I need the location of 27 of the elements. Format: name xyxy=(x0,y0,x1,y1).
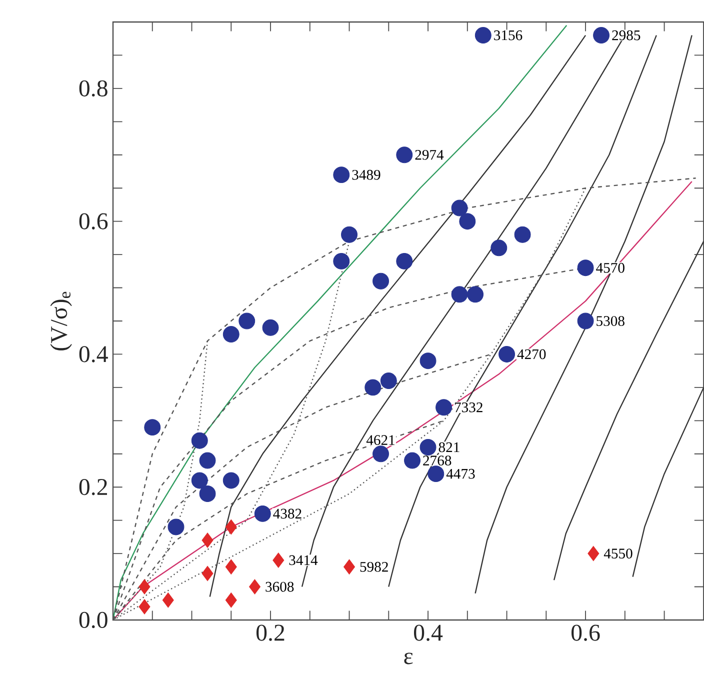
y-axis-title: (V/σ)$_{e}$ xyxy=(50,292,72,350)
x-axis-title: ε xyxy=(404,652,413,664)
x-tick-label: 0.4 xyxy=(414,624,443,641)
y-tick-label: 0.8 xyxy=(79,80,108,97)
annotation: 3414 xyxy=(289,555,318,566)
y-tick-label: 0.2 xyxy=(79,478,107,496)
y-tick-label: 0.6 xyxy=(79,213,108,230)
annotation: 4550 xyxy=(604,548,632,558)
annotation: 5308 xyxy=(596,316,624,326)
annotation: 3489 xyxy=(352,170,380,180)
annotation: 2985 xyxy=(612,30,640,40)
annotation: 7332 xyxy=(454,402,482,412)
x-tick-label: 0.2 xyxy=(256,624,284,641)
annotation: 3156 xyxy=(494,30,522,40)
annotation: 4270 xyxy=(517,349,546,360)
y-tick-label: 0.4 xyxy=(79,346,108,362)
annotation: 4473 xyxy=(446,468,475,479)
annotation: 4382 xyxy=(273,508,302,519)
annotation: 5982 xyxy=(360,562,388,572)
annotation: 2974 xyxy=(415,150,444,160)
annotation: 4621 xyxy=(366,435,394,445)
x-tick-label: 0.6 xyxy=(572,624,600,641)
annotation: 3608 xyxy=(266,582,294,592)
y-tick-label: 0.0 xyxy=(79,612,108,628)
annotation: 821 xyxy=(438,442,460,452)
annotation: 2768 xyxy=(423,456,452,466)
annotation: 4570 xyxy=(596,262,624,273)
